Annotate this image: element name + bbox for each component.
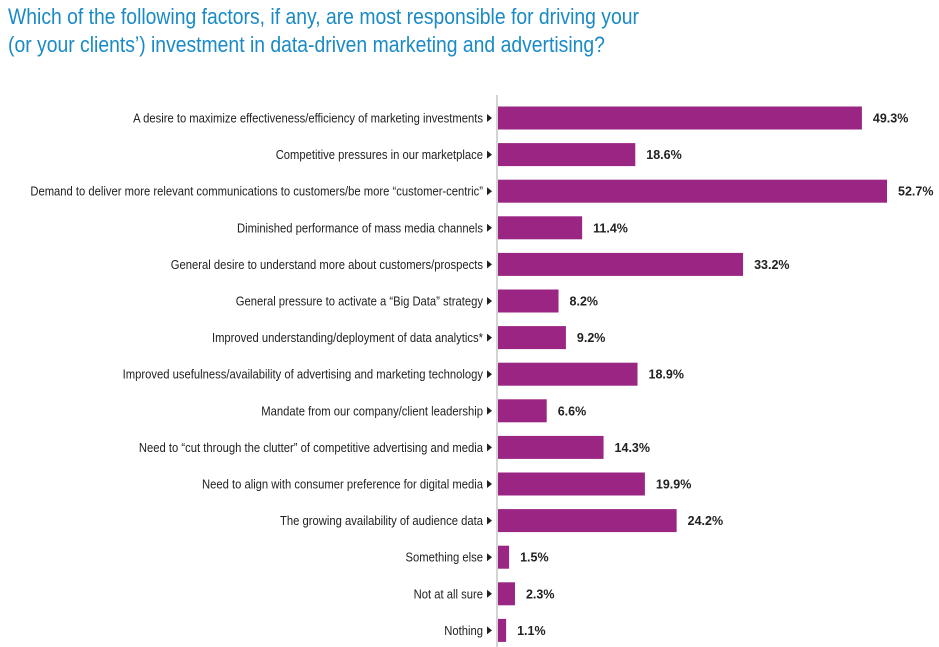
bar: [498, 435, 604, 459]
arrow-right-icon: [487, 443, 492, 452]
value-label: 24.2%: [688, 514, 723, 528]
title-line-1: Which of the following factors, if any, …: [8, 4, 639, 29]
arrow-right-icon: [487, 223, 492, 232]
bar: [498, 179, 887, 203]
arrow-right-icon: [487, 297, 492, 305]
value-label: 6.6%: [558, 404, 587, 418]
value-label: 2.3%: [526, 587, 555, 601]
category-label: Demand to deliver more relevant communic…: [30, 184, 483, 199]
bar: [498, 289, 559, 313]
value-label: 14.3%: [615, 441, 650, 455]
arrow-right-icon: [487, 150, 492, 159]
category-label: Not at all sure: [414, 587, 484, 602]
bar: [498, 618, 507, 642]
category-label: Something else: [406, 550, 484, 565]
arrow-right-icon: [487, 480, 492, 488]
chart-title: Which of the following factors, if any, …: [8, 3, 639, 59]
arrow-right-icon: [487, 333, 492, 342]
value-label: 33.2%: [754, 258, 789, 272]
arrow-right-icon: [487, 406, 492, 415]
category-label: Mandate from our company/client leadersh…: [261, 404, 483, 419]
value-label: 11.4%: [593, 221, 628, 235]
category-label: Need to “cut through the clutter” of com…: [139, 440, 483, 455]
bar: [498, 509, 677, 533]
arrow-right-icon: [487, 626, 492, 635]
category-label: Competitive pressures in our marketplace: [276, 148, 484, 163]
arrow-right-icon: [487, 260, 492, 269]
value-label: 18.9%: [649, 368, 684, 382]
value-label: 9.2%: [577, 331, 606, 345]
bar: [498, 106, 862, 130]
category-label: General desire to understand more about …: [171, 257, 483, 272]
value-label: 18.6%: [646, 148, 681, 162]
arrow-right-icon: [487, 114, 492, 122]
title-line-2: (or your clients’) investment in data-dr…: [8, 32, 605, 57]
arrow-right-icon: [487, 553, 492, 562]
bar: [498, 472, 645, 496]
category-label: Need to align with consumer preference f…: [202, 477, 483, 492]
bar: [498, 582, 515, 606]
category-label: The growing availability of audience dat…: [280, 514, 483, 529]
arrow-right-icon: [487, 370, 492, 379]
value-label: 49.3%: [873, 112, 908, 126]
category-label: Improved usefulness/availability of adve…: [123, 367, 483, 382]
arrow-right-icon: [487, 589, 492, 598]
bar: [498, 143, 636, 167]
bar: [498, 399, 547, 423]
category-label: Nothing: [444, 623, 483, 638]
bar: [498, 362, 638, 386]
bar: [498, 326, 566, 350]
value-label: 1.5%: [520, 551, 549, 565]
arrow-right-icon: [487, 187, 492, 196]
arrow-right-icon: [487, 516, 492, 525]
value-label: 19.9%: [656, 478, 691, 492]
bar: [498, 216, 583, 240]
value-label: 1.1%: [517, 624, 546, 638]
category-label: A desire to maximize effectiveness/effic…: [133, 111, 483, 126]
category-label: Improved understanding/deployment of dat…: [212, 331, 483, 346]
bar: [498, 545, 510, 569]
value-label: 52.7%: [898, 185, 933, 199]
category-label: General pressure to activate a “Big Data…: [236, 294, 483, 309]
category-label: Diminished performance of mass media cha…: [237, 221, 483, 236]
bar: [498, 252, 744, 276]
value-label: 8.2%: [570, 295, 599, 309]
